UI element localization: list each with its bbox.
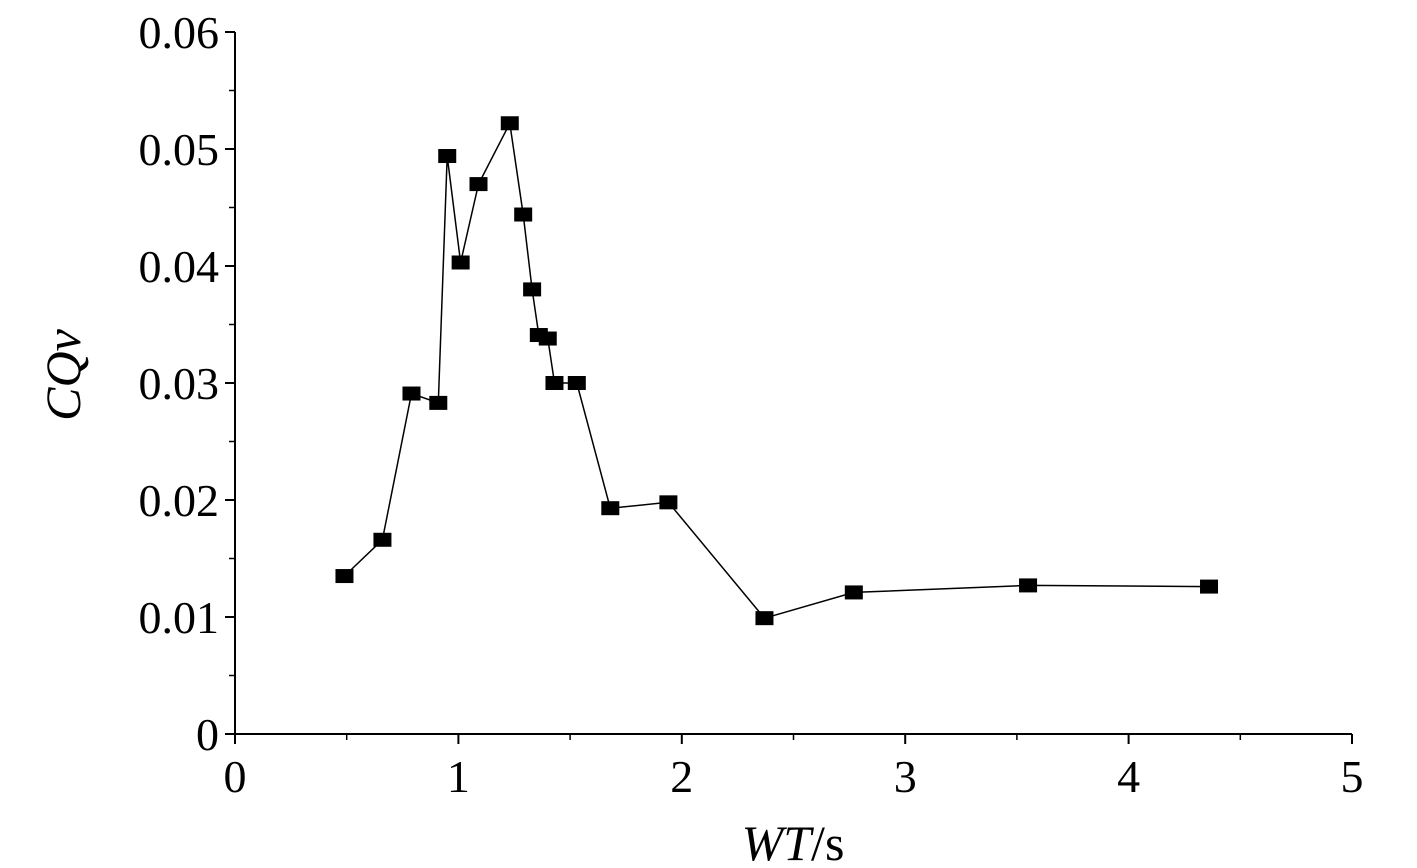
x-tick-label: 3 [894, 751, 917, 802]
y-tick-label: 0 [196, 709, 219, 760]
y-tick-label: 0.02 [139, 475, 220, 526]
y-ticks: 0 0.01 0.02 0.03 0.04 0.05 0.06 [139, 7, 235, 760]
data-point-marker [1019, 578, 1038, 593]
series-layer [335, 116, 1219, 626]
y-tick-label: 0.06 [139, 7, 220, 58]
axes [234, 32, 1352, 735]
data-point-marker [659, 495, 678, 510]
data-point-marker [514, 207, 533, 222]
data-point-marker [601, 501, 620, 516]
data-point-marker [500, 116, 519, 131]
data-point-marker [402, 386, 421, 401]
x-tick-label: 4 [1117, 751, 1140, 802]
y-tick-label: 0.01 [139, 592, 220, 643]
data-point-marker [567, 376, 586, 390]
x-tick-label: 2 [670, 751, 693, 802]
x-tick-label: 1 [447, 751, 470, 802]
x-axis-title-variable: WT [742, 815, 815, 868]
y-axis-title: CQv [35, 328, 91, 420]
data-point-marker [373, 532, 392, 547]
y-tick-label: 0.04 [139, 241, 220, 292]
data-point-marker [523, 282, 542, 297]
data-point-marker [438, 149, 457, 164]
data-point-marker [429, 395, 448, 410]
data-point-marker [545, 376, 564, 390]
y-tick-label: 0.03 [139, 358, 220, 409]
data-point-marker [451, 255, 470, 270]
data-point-marker [755, 611, 774, 626]
x-axis-title-unit: /s [811, 815, 844, 868]
data-point-marker [469, 177, 488, 192]
data-point-marker [1200, 579, 1219, 594]
data-point-marker [844, 585, 863, 600]
data-point-marker [335, 569, 354, 584]
y-tick-label: 0.05 [139, 124, 220, 175]
x-tick-label: 5 [1341, 751, 1364, 802]
data-point-marker [538, 331, 557, 346]
x-axis-title: WT/s [742, 815, 845, 868]
x-ticks: 0 1 2 3 4 5 [224, 734, 1364, 802]
x-tick-label: 0 [224, 751, 247, 802]
series-line [343, 120, 1210, 620]
